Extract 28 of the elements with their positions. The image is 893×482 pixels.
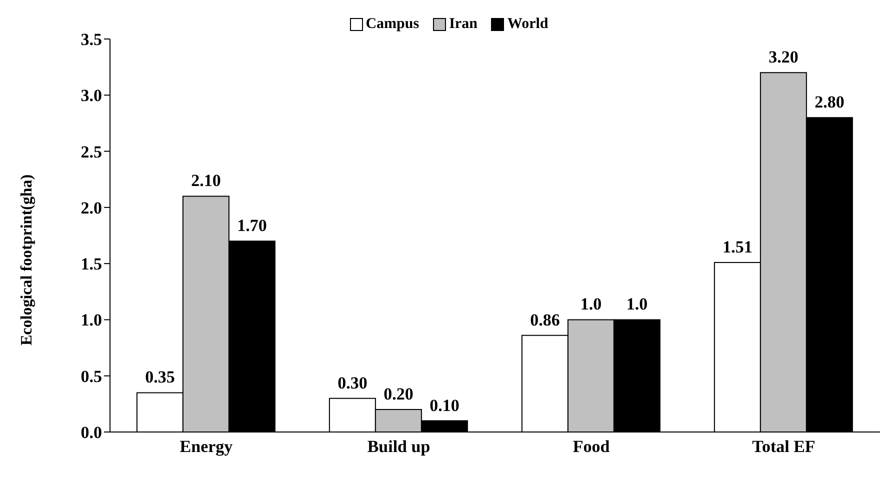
- y-tick-label: 3.0: [80, 86, 102, 106]
- data-label: 1.0: [626, 294, 648, 314]
- y-tick-label: 1.5: [80, 254, 102, 274]
- x-tick-label: Food: [572, 437, 610, 456]
- data-label: 0.20: [384, 384, 414, 404]
- data-label: 0.86: [530, 310, 560, 330]
- data-label: 1.51: [722, 237, 752, 256]
- y-tick-label: 1.0: [80, 310, 102, 330]
- legend-label: Iran: [448, 16, 478, 33]
- data-label: 1.70: [237, 216, 267, 236]
- y-tick-label: 2.5: [80, 142, 102, 162]
- y-axis-title: Ecological footprint(gha): [18, 174, 36, 346]
- data-label: 0.35: [145, 368, 175, 387]
- y-tick-label: 0.0: [80, 423, 102, 442]
- legend-label: Campus: [364, 16, 420, 33]
- data-label: 0.30: [338, 373, 368, 392]
- y-tick-label: 3.5: [80, 30, 102, 50]
- data-label: 0.10: [430, 396, 460, 415]
- y-tick-label: 2.0: [80, 198, 102, 218]
- x-tick-label: Total EF: [752, 437, 816, 456]
- data-label: 3.20: [768, 48, 798, 67]
- x-tick-label: Energy: [180, 437, 234, 456]
- x-tick-label: Build up: [367, 437, 430, 456]
- data-label: 2.80: [814, 92, 844, 112]
- data-label: 2.10: [191, 171, 221, 190]
- data-label: 1.0: [580, 294, 602, 314]
- legend-label: World: [506, 16, 548, 33]
- y-tick-label: 0.5: [80, 366, 102, 386]
